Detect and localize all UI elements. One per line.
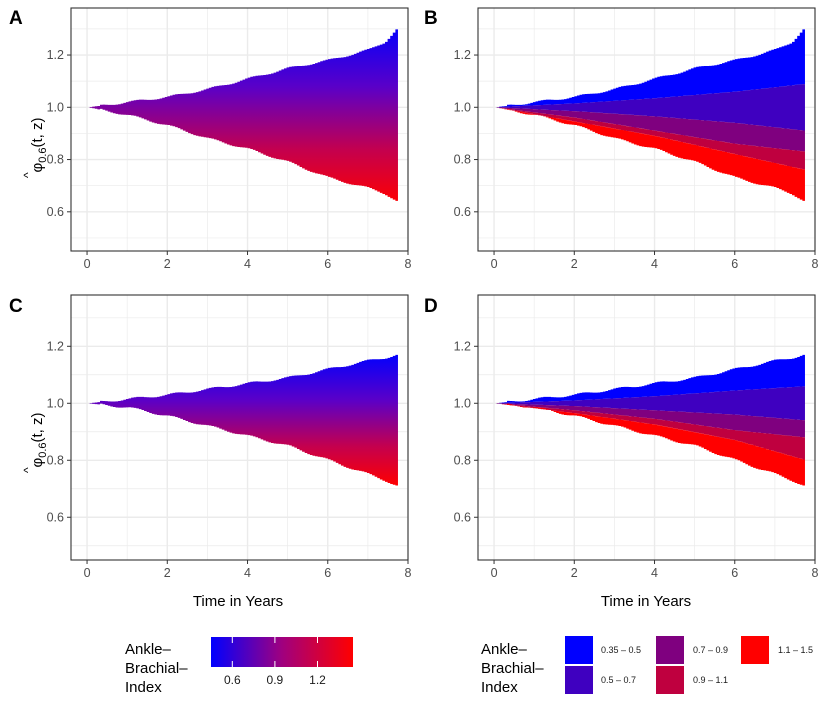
y-tick-label: 1.2 bbox=[47, 48, 64, 62]
x-tick-label: 6 bbox=[324, 566, 331, 580]
y-tick-label: 1.0 bbox=[454, 396, 471, 410]
legend-tick-group: 0.6 0.9 1.2 bbox=[224, 637, 326, 687]
abi-band-2 bbox=[494, 83, 805, 131]
y-tick-label: 0.8 bbox=[454, 153, 471, 167]
survival-ratio-area bbox=[87, 23, 398, 204]
x-tick-label: 4 bbox=[651, 566, 658, 580]
y-tick-label: 1.0 bbox=[47, 396, 64, 410]
x-tick-label: 2 bbox=[164, 257, 171, 271]
x-tick-label: 0 bbox=[491, 257, 498, 271]
abi-band-4 bbox=[494, 403, 805, 461]
x-tick-label: 4 bbox=[244, 566, 251, 580]
panel-border bbox=[70, 7, 409, 252]
abi-band-5 bbox=[494, 403, 805, 486]
x-tick-label: 0 bbox=[84, 257, 91, 271]
abi-band-1 bbox=[494, 23, 805, 108]
svg-text:φ0.6(t, z): φ0.6(t, z) bbox=[29, 117, 49, 172]
legend-tick-label: 0.9 bbox=[267, 673, 284, 687]
panel-b: 0 2 4 6 8 0.6 0.8 1.0 1.2 bbox=[454, 7, 819, 271]
x-tick-label: 2 bbox=[571, 566, 578, 580]
y-tick-label: 1.2 bbox=[47, 339, 64, 353]
y-tick-label: 1.0 bbox=[47, 100, 64, 114]
y-tick-label: 0.6 bbox=[454, 205, 471, 219]
panel-letter-d: D bbox=[424, 296, 438, 317]
legend-key-2 bbox=[565, 666, 593, 694]
legend-tick-label: 0.6 bbox=[224, 673, 241, 687]
panel-c: 0 2 4 6 8 0.6 0.8 1.0 1.2 bbox=[47, 294, 412, 580]
legend-label-3: 0.7 – 0.9 bbox=[693, 645, 728, 655]
legend-label-5: 1.1 – 1.5 bbox=[778, 645, 813, 655]
y-tick-label: 0.8 bbox=[454, 453, 471, 467]
y-axis-title-hat: ^ bbox=[21, 467, 35, 473]
panel-a: 0 2 4 6 8 0.6 0.8 1.0 1.2 bbox=[47, 7, 412, 271]
x-tick-label: 2 bbox=[571, 257, 578, 271]
x-tick-label: 8 bbox=[405, 257, 412, 271]
legend-discrete-title-line-3: Index bbox=[481, 679, 518, 696]
legend-continuous-title-line-3: Index bbox=[125, 679, 162, 696]
legend-label-4: 0.9 – 1.1 bbox=[693, 675, 728, 685]
legend-key-3 bbox=[656, 636, 684, 664]
panel-border bbox=[70, 294, 409, 561]
legend-tick-label: 1.2 bbox=[309, 673, 326, 687]
x-tick-label: 4 bbox=[244, 257, 251, 271]
legend-discrete-title-line-2: Brachial– bbox=[481, 660, 544, 677]
y-axis-title-args: (t, z) bbox=[29, 117, 46, 147]
x-axis-title-c: Time in Years bbox=[193, 593, 283, 610]
legend-key-1 bbox=[565, 636, 593, 664]
y-axis-title-bottom: φ0.6(t, z) ^ bbox=[21, 412, 49, 473]
y-axis-title-top: φ0.6(t, z) ^ bbox=[21, 117, 49, 178]
x-axis-title-d: Time in Years bbox=[601, 593, 691, 610]
y-tick-label: 0.8 bbox=[47, 153, 64, 167]
y-axis-title-args: (t, z) bbox=[29, 412, 46, 442]
x-tick-label: 8 bbox=[812, 566, 819, 580]
x-tick-label: 2 bbox=[164, 566, 171, 580]
x-tick-label: 6 bbox=[324, 257, 331, 271]
abi-band-2 bbox=[494, 386, 805, 421]
x-tick-label: 0 bbox=[84, 566, 91, 580]
panel-border bbox=[477, 7, 816, 252]
x-tick-label: 6 bbox=[731, 566, 738, 580]
x-tick-label: 8 bbox=[405, 566, 412, 580]
y-axis-title-hat: ^ bbox=[21, 172, 35, 178]
y-tick-label: 0.6 bbox=[47, 510, 64, 524]
legend-discrete: Ankle– Brachial– Index 0.35 – 0.5 0.5 – … bbox=[481, 636, 813, 696]
legend-continuous: Ankle– Brachial– Index 0.6 0.9 1.2 bbox=[125, 637, 353, 696]
x-tick-label: 8 bbox=[812, 257, 819, 271]
y-tick-label: 0.6 bbox=[454, 510, 471, 524]
y-tick-label: 0.8 bbox=[47, 453, 64, 467]
legend-colorbar bbox=[211, 637, 353, 667]
survival-ratio-area bbox=[87, 352, 398, 486]
legend-continuous-title-line-1: Ankle– bbox=[125, 641, 172, 658]
y-axis-title-subscript: 0.6 bbox=[37, 147, 49, 162]
legend-label-2: 0.5 – 0.7 bbox=[601, 675, 636, 685]
y-tick-label: 1.0 bbox=[454, 100, 471, 114]
legend-label-1: 0.35 – 0.5 bbox=[601, 645, 641, 655]
x-tick-label: 4 bbox=[651, 257, 658, 271]
abi-band-1 bbox=[494, 352, 805, 404]
y-tick-label: 1.2 bbox=[454, 48, 471, 62]
panel-letter-b: B bbox=[424, 8, 438, 29]
y-tick-label: 0.6 bbox=[47, 205, 64, 219]
y-tick-label: 1.2 bbox=[454, 339, 471, 353]
svg-text:φ0.6(t, z): φ0.6(t, z) bbox=[29, 412, 49, 467]
y-axis-title-base: φ bbox=[29, 163, 46, 173]
legend-key-5 bbox=[741, 636, 769, 664]
y-axis-title-subscript: 0.6 bbox=[37, 442, 49, 457]
panel-d: 0 2 4 6 8 0.6 0.8 1.0 1.2 bbox=[454, 294, 819, 580]
legend-key-4 bbox=[656, 666, 684, 694]
x-tick-label: 0 bbox=[491, 566, 498, 580]
panel-border bbox=[477, 294, 816, 561]
legend-continuous-title-line-2: Brachial– bbox=[125, 660, 188, 677]
x-tick-label: 6 bbox=[731, 257, 738, 271]
y-axis-title-base: φ bbox=[29, 458, 46, 468]
panel-letter-c: C bbox=[9, 296, 23, 317]
panel-letter-a: A bbox=[9, 8, 23, 29]
legend-discrete-title-line-1: Ankle– bbox=[481, 641, 528, 658]
abi-band-3 bbox=[494, 107, 805, 152]
